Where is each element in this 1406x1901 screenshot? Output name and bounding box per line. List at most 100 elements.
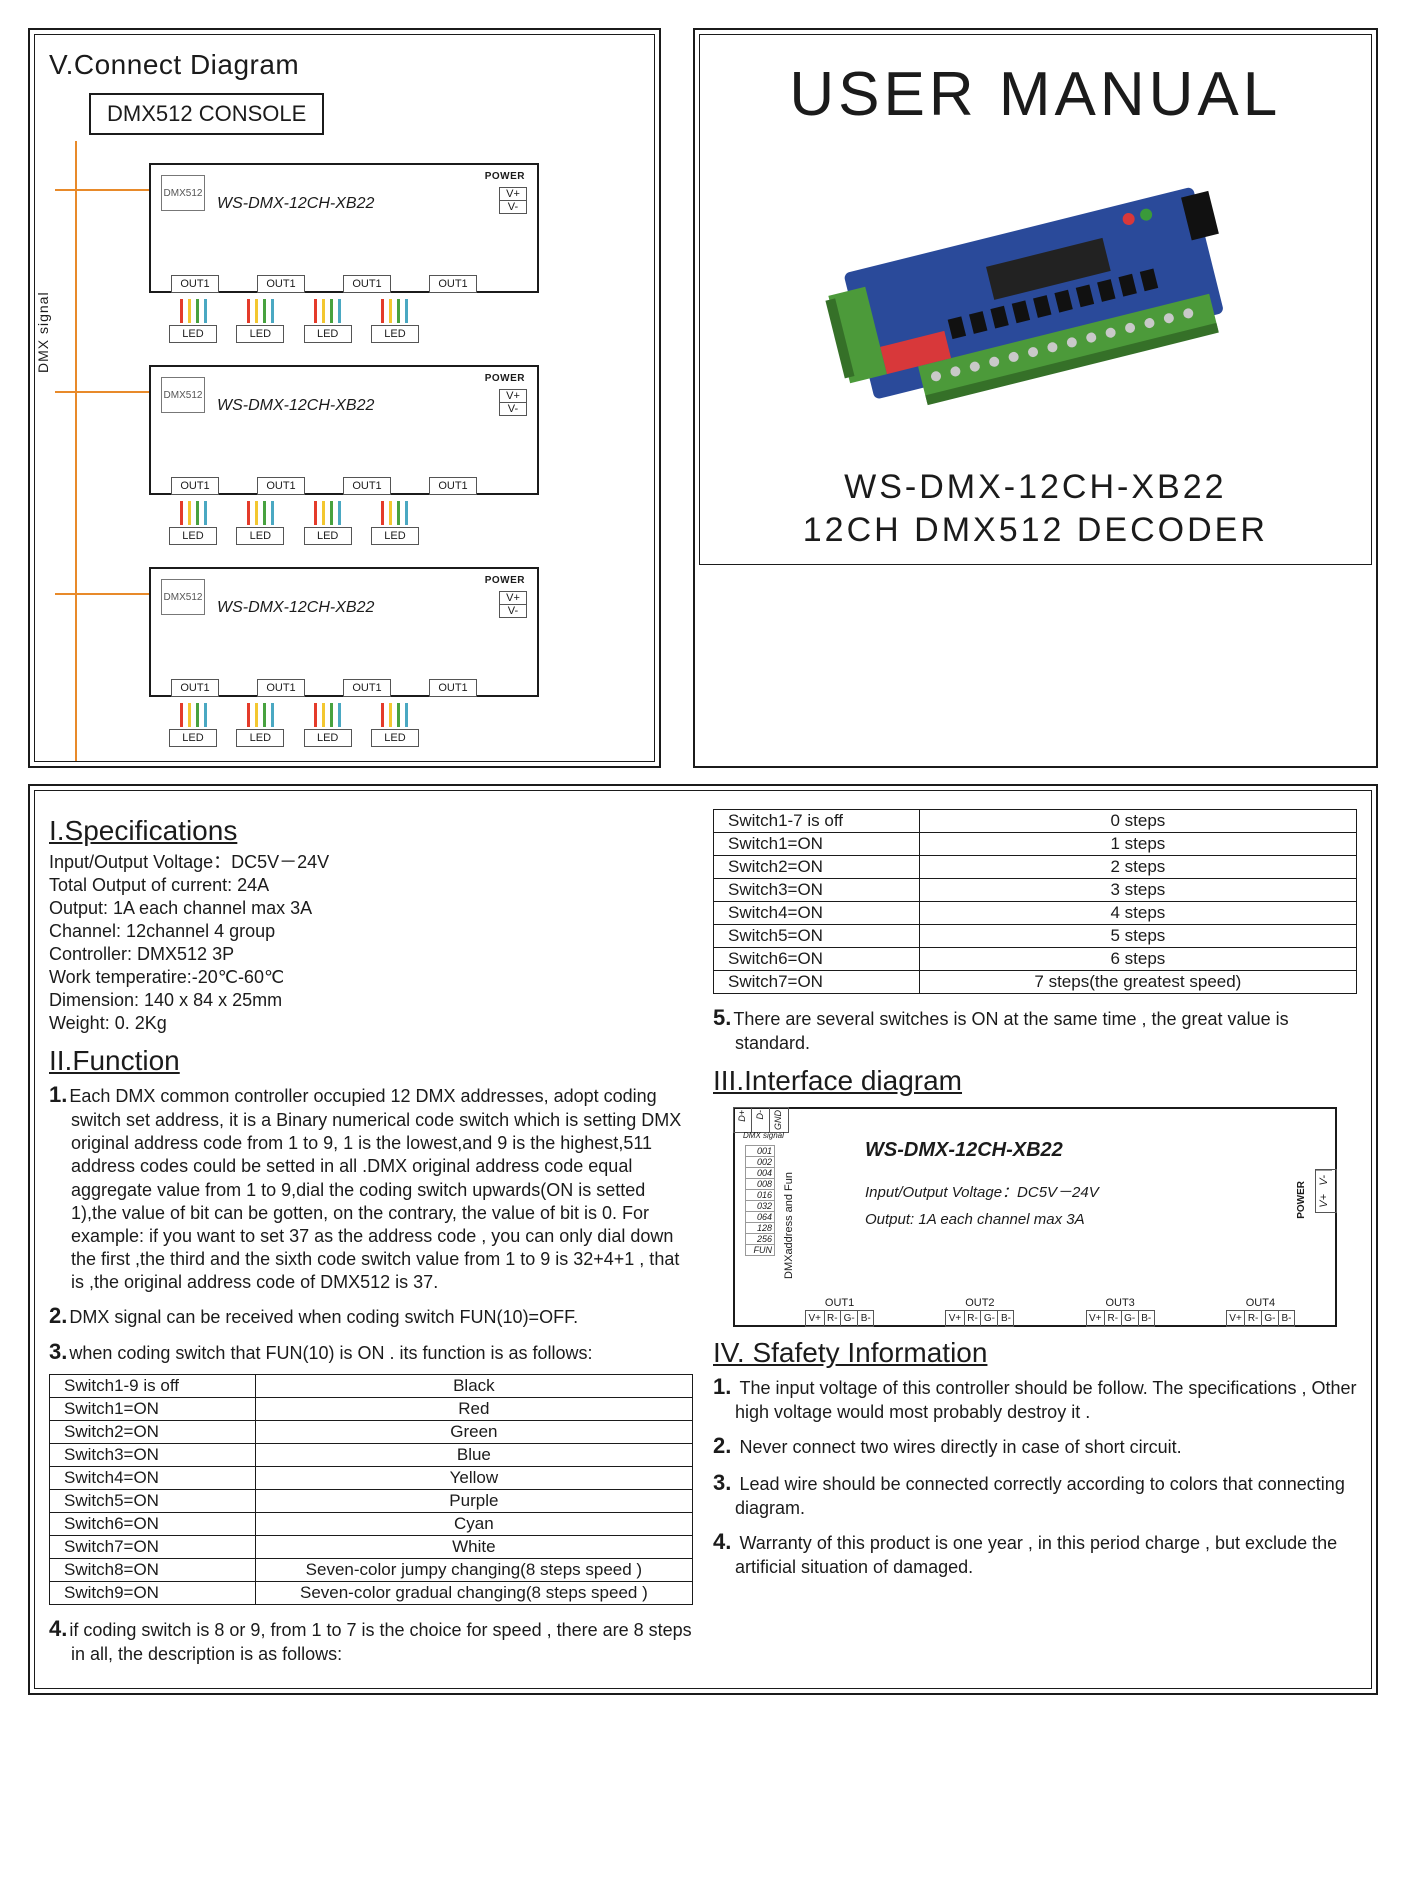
table-cell: 0 steps [919,810,1356,833]
table-cell: Switch4=ON [714,902,920,925]
function-p4: 4.if coding switch is 8 or 9, from 1 to … [49,1615,693,1666]
table-cell: Switch3=ON [714,879,920,902]
output-label: OUT1 [429,477,477,495]
device-name: WS-DMX-12CH-XB22 [217,397,374,415]
led-box: LED [236,729,284,747]
table-cell: Red [255,1397,692,1420]
table-cell: Switch8=ON [50,1558,256,1581]
safety-item: 2. Never connect two wires directly in c… [713,1432,1357,1460]
spec-line: Weight: 0. 2Kg [49,1012,693,1035]
table-cell: Purple [255,1489,692,1512]
output-label: OUT1 [171,679,219,697]
table-cell: Seven-color gradual changing(8 steps spe… [255,1581,692,1604]
safety-list: 1. The input voltage of this controller … [713,1373,1357,1579]
connect-diagram-title: V.Connect Diagram [49,49,640,81]
table-cell: 1 steps [919,833,1356,856]
dip-switch-block: 001002004008016032064128256FUN [745,1145,775,1256]
table-cell: Cyan [255,1512,692,1535]
power-label: POWER [485,575,525,586]
table-cell: Switch9=ON [50,1581,256,1604]
table-cell: Green [255,1420,692,1443]
safety-item: 4. Warranty of this product is one year … [713,1528,1357,1579]
led-box: LED [304,527,352,545]
power-terminal: V+V- [499,187,527,214]
interface-heading: III.Interface diagram [713,1065,1357,1097]
table-cell: Switch2=ON [714,856,920,879]
dip-switch-value: 128 [745,1222,775,1233]
device-name: WS-DMX-12CH-XB22 [217,195,374,213]
interface-diagram: D+ D- GND DMX signal 0010020040080160320… [733,1107,1337,1327]
signal-branch-line [55,593,149,595]
output-label: OUT1 [343,477,391,495]
led-box: LED [236,325,284,343]
spec-line: Output: 1A each channel max 3A [49,897,693,920]
led-box: LED [236,527,284,545]
output-label: OUT1 [343,679,391,697]
model-number: WS-DMX-12CH-XB22 [714,468,1357,507]
output-label: OUT1 [171,477,219,495]
output-row: OUT1OUT1OUT1OUT1 [151,477,537,495]
table-cell: Switch6=ON [714,948,920,971]
table-cell: 7 steps(the greatest speed) [919,971,1356,994]
safety-item: 3. Lead wire should be connected correct… [713,1469,1357,1520]
table-cell: Switch1-9 is off [50,1374,256,1397]
table-cell: Switch2=ON [50,1420,256,1443]
output-row: OUT1OUT1OUT1OUT1 [151,275,537,293]
device-box: DMX512 WS-DMX-12CH-XB22 POWER V+V- OUT1O… [149,567,539,697]
interface-out-terminal: OUT3V+R-G-B- [1086,1310,1155,1327]
table-cell: Switch3=ON [50,1443,256,1466]
user-manual-title: USER MANUAL [714,59,1357,130]
dip-switch-value: FUN [745,1244,775,1256]
power-terminal: V+V- [499,389,527,416]
output-label: OUT1 [429,275,477,293]
dip-switch-label: DMXaddress and Fun [783,1159,795,1279]
device-box: DMX512 WS-DMX-12CH-XB22 POWER V+V- OUT1O… [149,365,539,495]
output-label: OUT1 [343,275,391,293]
table-cell: Switch5=ON [714,925,920,948]
led-row: LEDLEDLEDLED [169,299,479,343]
spec-line: Work temperatire:-20℃-60℃ [49,966,693,989]
output-label: OUT1 [257,679,305,697]
led-box: LED [169,729,217,747]
interface-spec: Input/Output Voltage：DC5V－24V Output: 1A… [865,1179,1099,1233]
fun-color-table: Switch1-9 is offBlackSwitch1=ONRedSwitch… [49,1374,693,1605]
pcb-board-illustration [795,158,1275,438]
left-text-column: I.Specifications Input/Output Voltage：DC… [49,805,693,1674]
function-p5: 5.There are several switches is ON at th… [713,1004,1357,1055]
led-row: LEDLEDLEDLED [169,501,479,545]
dmx-port: DMX512 [161,175,205,211]
interface-out-terminal: OUT1V+R-G-B- [805,1310,874,1327]
title-panel: USER MANUAL [693,28,1378,768]
table-cell: Blue [255,1443,692,1466]
led-box: LED [169,325,217,343]
function-p1: 1.Each DMX common controller occupied 12… [49,1081,693,1293]
table-cell: 2 steps [919,856,1356,879]
function-p3: 3.when coding switch that FUN(10) is ON … [49,1338,693,1366]
dip-switch-value: 016 [745,1189,775,1200]
led-box: LED [371,729,419,747]
safety-item: 1. The input voltage of this controller … [713,1373,1357,1424]
interface-out-terminal: OUT4V+R-G-B- [1226,1310,1295,1327]
table-cell: Seven-color jumpy changing(8 steps speed… [255,1558,692,1581]
device-box: DMX512 WS-DMX-12CH-XB22 POWER V+V- OUT1O… [149,163,539,293]
diagram-stack: DMX512 WS-DMX-12CH-XB22 POWER V+V- OUT1 O… [49,141,640,747]
signal-branch-line [55,189,149,191]
power-terminal: V+V- [499,591,527,618]
led-box: LED [304,325,352,343]
dmx-signal-sublabel: DMX signal [743,1131,784,1140]
table-cell: Yellow [255,1466,692,1489]
dip-switch-value: 002 [745,1156,775,1167]
right-text-column: Switch1-7 is off0 stepsSwitch1=ON1 steps… [713,805,1357,1674]
table-cell: 6 steps [919,948,1356,971]
output-label: OUT1 [429,679,477,697]
led-box: LED [304,729,352,747]
specs-list: Input/Output Voltage：DC5V－24VTotal Outpu… [49,851,693,1035]
dip-switch-value: 001 [745,1145,775,1156]
table-cell: Switch4=ON [50,1466,256,1489]
spec-line: Dimension: 140 x 84 x 25mm [49,989,693,1012]
interface-out-terminal: OUT2V+R-G-B- [945,1310,1014,1327]
table-cell: Black [255,1374,692,1397]
spec-line: Controller: DMX512 3P [49,943,693,966]
dip-switch-value: 256 [745,1233,775,1244]
led-box: LED [169,527,217,545]
